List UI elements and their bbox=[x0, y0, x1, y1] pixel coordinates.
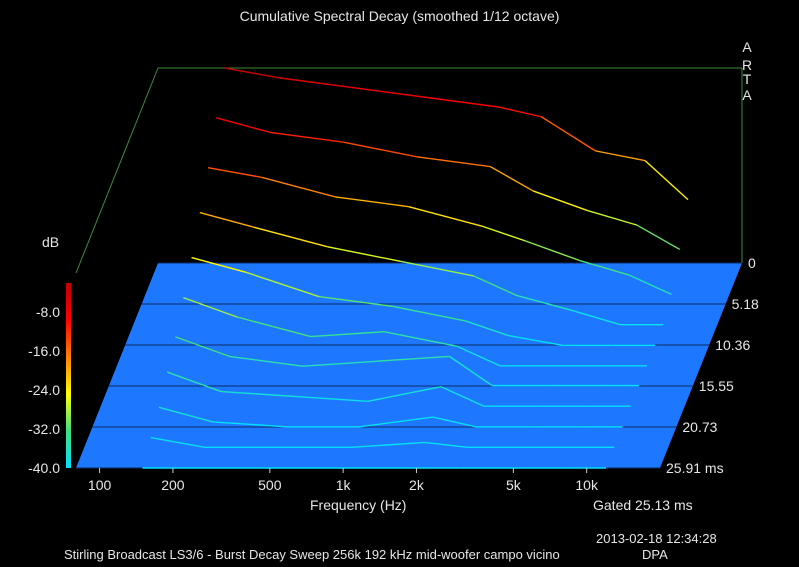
decay-slice-segment bbox=[224, 67, 279, 79]
chart-title: Cumulative Spectral Decay (smoothed 1/12… bbox=[239, 8, 560, 24]
decay-slice-segment bbox=[221, 390, 295, 398]
decay-slice-segment bbox=[302, 360, 377, 367]
z-tick-label: 15.55 bbox=[699, 378, 734, 394]
footer-tag: DPA bbox=[642, 547, 668, 562]
gating-text: Gated 25.13 ms bbox=[593, 497, 693, 513]
decay-slice-segment bbox=[424, 441, 468, 449]
y-tick-label: -24.0 bbox=[28, 382, 60, 398]
frame-line bbox=[75, 67, 159, 274]
decay-slice-segment bbox=[294, 395, 368, 403]
decay-slice-segment bbox=[392, 305, 466, 322]
decay-slice-segment bbox=[578, 259, 629, 276]
decay-slice-segment bbox=[425, 96, 499, 108]
x-tick-label: 2k bbox=[409, 477, 425, 493]
decay-slice-segment bbox=[465, 320, 509, 337]
decay-slice-segment bbox=[540, 116, 596, 152]
decay-slice-segment bbox=[481, 225, 526, 242]
decay-slice-segment bbox=[229, 355, 303, 367]
decay-slice-segment bbox=[432, 416, 476, 428]
decay-slice-segment bbox=[408, 205, 483, 227]
floor-plane bbox=[76, 263, 742, 468]
timestamp: 2013-02-18 12:34:28 bbox=[596, 531, 717, 546]
decay-slice-segment bbox=[400, 260, 474, 277]
decay-slice-segment bbox=[508, 334, 563, 346]
z-tick-label: 20.73 bbox=[682, 419, 717, 435]
decay-slice-segment bbox=[595, 150, 646, 162]
decay-slice-segment bbox=[628, 274, 672, 296]
decay-slice-segment bbox=[498, 106, 542, 118]
decay-slice-segment bbox=[166, 371, 222, 393]
z-tick-label: 0 bbox=[748, 255, 756, 271]
decay-slice-segment bbox=[473, 275, 517, 297]
z-tick-label: 25.91 ms bbox=[666, 460, 724, 476]
x-tick-label: 500 bbox=[258, 477, 282, 493]
decay-slice-segment bbox=[237, 316, 311, 338]
brand-letter: A bbox=[742, 39, 752, 55]
decay-slice-segment bbox=[532, 190, 588, 212]
x-tick-label: 200 bbox=[161, 477, 185, 493]
decay-slice-segment bbox=[310, 331, 385, 338]
decay-slice-segment bbox=[644, 160, 689, 201]
brand-letter: A bbox=[742, 87, 752, 103]
decay-slice-segment bbox=[335, 196, 409, 208]
decay-slice-segment bbox=[524, 240, 580, 261]
decay-slice-segment bbox=[636, 224, 681, 251]
decay-slice-segment bbox=[343, 141, 418, 158]
decay-slice-segment bbox=[376, 355, 450, 362]
decay-slice-segment bbox=[245, 271, 320, 298]
decay-slice-segment bbox=[199, 211, 255, 228]
decay-slices bbox=[142, 67, 689, 469]
decay-slice-segment bbox=[216, 117, 271, 134]
decay-slice-segment bbox=[158, 406, 214, 423]
y-axis-label: dB bbox=[42, 234, 60, 250]
decay-slice-segment bbox=[516, 294, 571, 311]
x-tick-label: 10k bbox=[575, 477, 599, 493]
brand-letter: T bbox=[742, 71, 752, 87]
z-tick-label: 10.36 bbox=[715, 337, 750, 353]
footer-description: Stirling Broadcast LS3/6 - Burst Decay S… bbox=[64, 547, 560, 562]
decay-slice-segment bbox=[253, 226, 328, 248]
y-tick-label: -16.0 bbox=[28, 343, 60, 359]
decay-slice-segment bbox=[278, 77, 352, 89]
x-axis-label: Frequency (Hz) bbox=[310, 497, 407, 513]
z-tick-label: 5.18 bbox=[732, 296, 759, 312]
decay-slice-segment bbox=[489, 165, 534, 192]
brand-letter: R bbox=[741, 57, 753, 73]
decay-slice-segment bbox=[351, 86, 426, 98]
decay-slice-segment bbox=[191, 256, 246, 273]
decay-slice-segment bbox=[183, 296, 238, 318]
decay-slice-segment bbox=[570, 309, 621, 326]
x-tick-label: 5k bbox=[506, 477, 522, 493]
decay-slice-segment bbox=[318, 295, 393, 307]
x-tick-label: 1k bbox=[336, 477, 352, 493]
x-tick-label: 100 bbox=[88, 477, 112, 493]
color-scale-bar bbox=[66, 283, 71, 468]
decay-slice-segment bbox=[207, 166, 263, 179]
decay-slice-segment bbox=[270, 131, 344, 143]
color-scale-gradient bbox=[66, 283, 71, 468]
decay-slice-segment bbox=[416, 156, 491, 168]
decay-slice-segment bbox=[586, 209, 638, 226]
decay-slice-segment bbox=[212, 421, 287, 428]
decay-slice-segment bbox=[457, 345, 501, 367]
decay-slice-segment bbox=[449, 355, 493, 387]
decay-slice-segment bbox=[175, 336, 230, 358]
decay-slice-segment bbox=[440, 386, 485, 407]
y-tick-label: -8.0 bbox=[36, 304, 60, 320]
decay-slice-segment bbox=[261, 176, 336, 198]
decay-slice-segment bbox=[351, 441, 425, 449]
y-tick-label: -40.0 bbox=[28, 460, 60, 476]
plot-frame bbox=[75, 67, 743, 274]
axis-ticks: 100 200 500 1k 2k 5k 10k -8.0 -16.0 -24.0 -32.0 -40… bbox=[28, 255, 759, 493]
decay-slice-segment bbox=[367, 386, 442, 403]
y-tick-label: -32.0 bbox=[28, 421, 60, 437]
decay-slice-segment bbox=[383, 331, 458, 348]
decay-slice-segment bbox=[150, 436, 205, 449]
decay-slice-segment bbox=[327, 246, 401, 263]
decay-slice-segment bbox=[359, 416, 434, 428]
